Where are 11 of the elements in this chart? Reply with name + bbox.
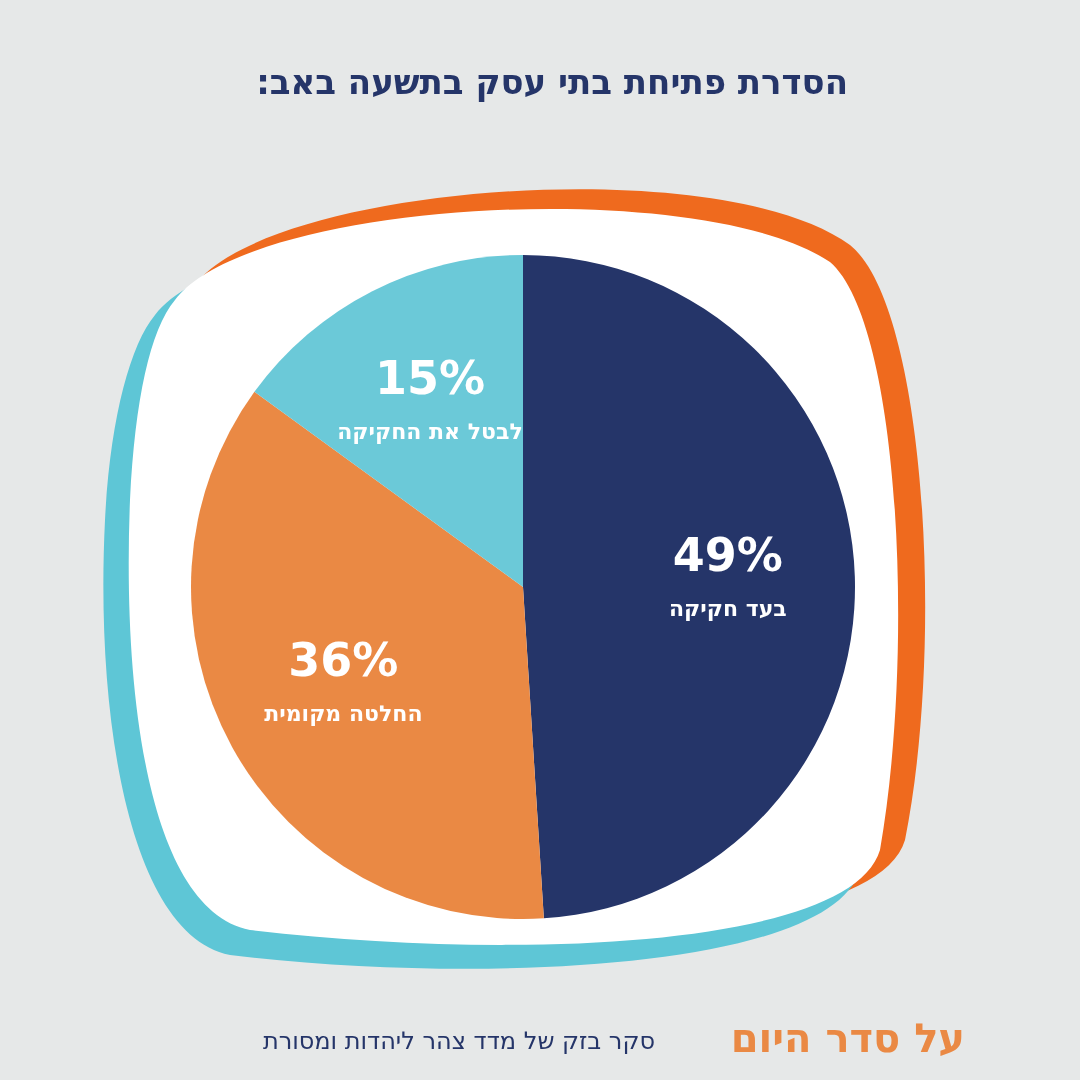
text: על סדר היום: [730, 1015, 965, 1061]
data-label: 15%: [374, 351, 485, 406]
pie-slice: [254, 255, 523, 587]
slice-label: בעד חקיקה: [669, 595, 787, 621]
chart-title: הסדרת פתיחת בתי עסק בתשעה באב:: [256, 62, 848, 102]
data-label: 49%: [672, 527, 783, 582]
slice-label: לבטל את החקיקה: [337, 419, 523, 445]
slice-label: החלטה מקומית: [264, 700, 423, 726]
data-label: 36%: [288, 632, 399, 687]
pie-slice: [523, 255, 855, 919]
text: סקר בזק של מדד צהר ליהדות ומסורת: [262, 1027, 655, 1055]
